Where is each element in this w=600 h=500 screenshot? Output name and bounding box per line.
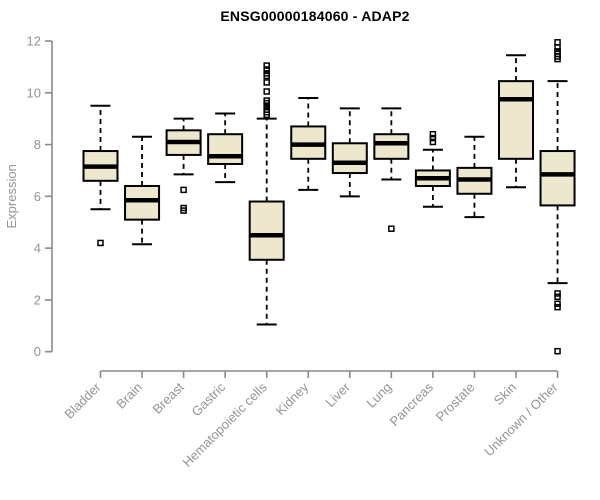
y-axis-title: Expression bbox=[4, 164, 19, 228]
y-tick-label: 2 bbox=[34, 292, 41, 307]
outlier-unknown-other bbox=[554, 300, 561, 308]
outlier-unknown-other bbox=[554, 347, 561, 355]
outlier-bladder bbox=[97, 239, 104, 247]
x-tick-label-unknown-other: Unknown / Other bbox=[481, 379, 561, 459]
x-tick-label-skin: Skin bbox=[491, 380, 519, 408]
outlier-unknown-other bbox=[554, 55, 561, 63]
outlier-hematopoietic-cells bbox=[263, 111, 270, 119]
y-tick-label: 6 bbox=[34, 189, 41, 204]
x-tick-label-lung: Lung bbox=[363, 380, 394, 411]
y-tick-label: 10 bbox=[27, 85, 41, 100]
outlier-unknown-other bbox=[554, 39, 561, 46]
box-brain bbox=[124, 184, 161, 221]
y-tick-label: 8 bbox=[34, 137, 41, 152]
y-tick-label: 4 bbox=[34, 241, 41, 256]
x-tick-label-liver: Liver bbox=[322, 379, 353, 410]
x-tick-label-breast: Breast bbox=[150, 379, 187, 416]
outlier-unknown-other bbox=[554, 303, 561, 311]
box-gastric bbox=[207, 133, 244, 165]
outlier-hematopoietic-cells bbox=[263, 62, 270, 69]
x-tick-label-kidney: Kidney bbox=[273, 379, 312, 418]
outlier-unknown-other bbox=[554, 293, 561, 301]
outlier-unknown-other bbox=[554, 290, 561, 297]
x-tick-label-gastric: Gastric bbox=[189, 379, 229, 419]
outlier-breast bbox=[180, 207, 187, 214]
outlier-hematopoietic-cells bbox=[263, 66, 270, 73]
outlier-hematopoietic-cells bbox=[263, 79, 270, 86]
chart-title: ENSG00000184060 - ADAP2 bbox=[220, 8, 410, 24]
x-tick-label-bladder: Bladder bbox=[61, 379, 104, 422]
box-liver bbox=[331, 142, 368, 175]
outlier-pancreas bbox=[429, 130, 437, 138]
outlier-pancreas bbox=[429, 138, 437, 146]
outlier-breast bbox=[180, 186, 187, 194]
box-lung bbox=[373, 133, 410, 160]
outlier-hematopoietic-cells bbox=[263, 72, 270, 80]
outlier-hematopoietic-cells bbox=[263, 88, 270, 95]
outlier-pancreas bbox=[429, 134, 437, 142]
box-hematopoietic-cells bbox=[248, 200, 285, 261]
x-tick-label-prostate: Prostate bbox=[433, 380, 478, 425]
box-unknown-other bbox=[539, 150, 576, 207]
outlier-unknown-other bbox=[554, 44, 561, 51]
x-tick-label-brain: Brain bbox=[113, 380, 145, 412]
outlier-lung bbox=[388, 225, 395, 232]
x-tick-label-pancreas: Pancreas bbox=[387, 379, 437, 429]
box-skin bbox=[498, 80, 534, 160]
y-tick-label: 12 bbox=[27, 34, 41, 49]
y-tick-label: 0 bbox=[34, 344, 41, 359]
